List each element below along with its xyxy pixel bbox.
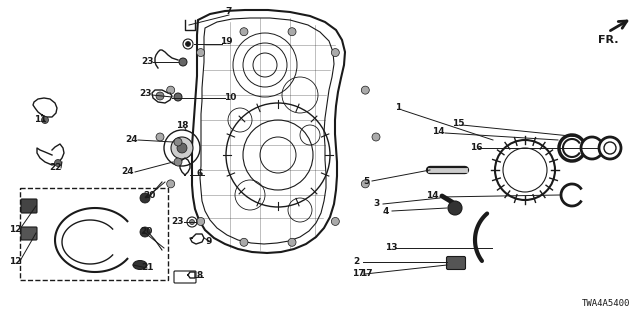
Text: 2: 2 — [353, 258, 359, 267]
Circle shape — [156, 133, 164, 141]
Circle shape — [140, 227, 150, 237]
Circle shape — [196, 217, 205, 225]
Circle shape — [186, 42, 191, 46]
Text: FR.: FR. — [598, 35, 618, 45]
Text: 4: 4 — [383, 206, 389, 215]
Circle shape — [332, 217, 339, 225]
Text: 18: 18 — [176, 122, 188, 131]
Text: 13: 13 — [385, 243, 397, 252]
Text: 12: 12 — [9, 257, 21, 266]
Text: 15: 15 — [452, 118, 464, 127]
Circle shape — [166, 86, 175, 94]
Text: 14: 14 — [432, 126, 444, 135]
Text: 6: 6 — [197, 170, 203, 179]
Text: 24: 24 — [122, 166, 134, 175]
Text: 17: 17 — [352, 269, 364, 278]
Text: 12: 12 — [9, 225, 21, 234]
Circle shape — [332, 49, 339, 57]
Circle shape — [54, 159, 61, 166]
Circle shape — [372, 133, 380, 141]
Text: 22: 22 — [50, 164, 62, 172]
Text: 16: 16 — [470, 142, 483, 151]
Circle shape — [177, 143, 187, 153]
Circle shape — [288, 238, 296, 246]
FancyBboxPatch shape — [21, 227, 37, 240]
Text: 17: 17 — [360, 268, 372, 277]
Text: 23: 23 — [141, 57, 154, 66]
Circle shape — [140, 193, 150, 203]
Ellipse shape — [133, 260, 147, 269]
Circle shape — [171, 137, 193, 159]
Circle shape — [174, 93, 182, 101]
Circle shape — [174, 158, 182, 166]
Circle shape — [156, 92, 164, 100]
Text: 10: 10 — [224, 92, 236, 101]
Text: 9: 9 — [206, 236, 212, 245]
FancyBboxPatch shape — [447, 257, 465, 269]
Text: 8: 8 — [197, 271, 203, 281]
Circle shape — [189, 220, 195, 225]
Text: 11: 11 — [34, 116, 46, 124]
Text: 19: 19 — [220, 37, 232, 46]
Text: TWA4A5400: TWA4A5400 — [582, 299, 630, 308]
Bar — [20, 188, 168, 280]
Circle shape — [179, 58, 187, 66]
Circle shape — [240, 238, 248, 246]
Text: 20: 20 — [143, 190, 155, 199]
Circle shape — [362, 180, 369, 188]
Text: 21: 21 — [141, 263, 154, 273]
Text: 23: 23 — [172, 217, 184, 226]
Text: 14: 14 — [426, 191, 438, 201]
Circle shape — [288, 28, 296, 36]
Circle shape — [448, 201, 462, 215]
Text: 23: 23 — [139, 89, 151, 98]
Circle shape — [166, 180, 175, 188]
Circle shape — [174, 138, 182, 146]
Text: 5: 5 — [363, 177, 369, 186]
Circle shape — [196, 49, 205, 57]
Text: 20: 20 — [140, 228, 152, 236]
Circle shape — [240, 28, 248, 36]
FancyBboxPatch shape — [21, 199, 37, 213]
Text: 3: 3 — [373, 199, 379, 209]
Circle shape — [42, 116, 49, 124]
Text: 24: 24 — [125, 134, 138, 143]
Text: 7: 7 — [226, 7, 232, 17]
Text: 1: 1 — [395, 103, 401, 113]
Circle shape — [362, 86, 369, 94]
